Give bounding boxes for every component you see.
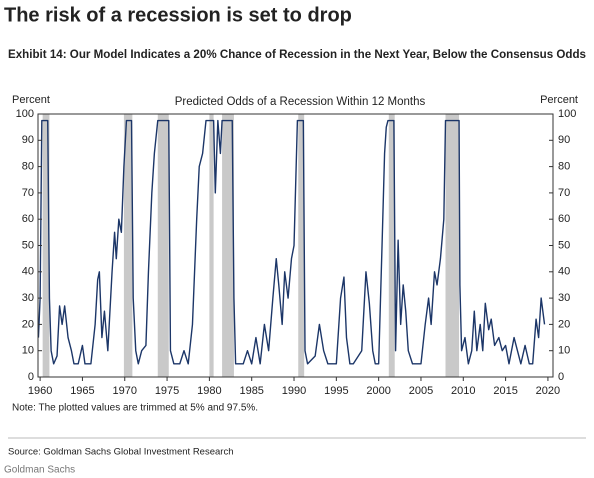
- y-tick-label: 70: [22, 187, 34, 199]
- recession-band: [123, 114, 133, 377]
- x-tick-label: 2010: [451, 385, 475, 397]
- recession-band: [388, 114, 395, 377]
- x-tick-label: 1975: [155, 385, 179, 397]
- y2-tick-label: 20: [558, 318, 570, 330]
- y2-tick-label: 10: [558, 345, 570, 357]
- x-tick-label: 1960: [28, 385, 52, 397]
- y-tick-label: 90: [22, 134, 34, 146]
- y2-tick-label: 60: [558, 213, 570, 225]
- recession-band: [222, 114, 234, 377]
- x-tick-label: 2015: [493, 385, 517, 397]
- y2-tick-label: 80: [558, 161, 570, 173]
- y2-tick-label: 90: [558, 134, 570, 146]
- y2-tick-label: 40: [558, 266, 570, 278]
- x-tick-label: 2000: [366, 385, 390, 397]
- x-tick-label: 1965: [70, 385, 94, 397]
- y-tick-label: 30: [22, 292, 34, 304]
- y2-axis-label: Percent: [540, 94, 578, 106]
- x-tick-label: 1985: [239, 385, 263, 397]
- x-tick-label: 1970: [113, 385, 137, 397]
- y-tick-label: 0: [28, 371, 34, 383]
- x-tick-label: 2005: [409, 385, 433, 397]
- recession-band: [42, 114, 50, 377]
- y-tick-label: 60: [22, 213, 34, 225]
- x-tick-label: 1990: [282, 385, 306, 397]
- y-tick-label: 50: [22, 239, 34, 251]
- chart-title: Exhibit 14: Our Model Indicates a 20% Ch…: [8, 49, 586, 61]
- y-tick-label: 40: [22, 266, 34, 278]
- series-line: [37, 119, 546, 365]
- recession-band: [209, 114, 214, 377]
- y-axis-label: Percent: [12, 94, 50, 106]
- recession-band: [298, 114, 305, 377]
- series-label: Predicted Odds of a Recession Within 12 …: [175, 96, 426, 108]
- x-tick-label: 2020: [536, 385, 560, 397]
- x-tick-label: 1980: [197, 385, 221, 397]
- footer: Goldman Sachs: [4, 465, 75, 476]
- y-tick-label: 80: [22, 161, 34, 173]
- page-title: The risk of a recession is set to drop: [4, 4, 352, 26]
- y2-tick-label: 70: [558, 187, 570, 199]
- note: Note: The plotted values are trimmed at …: [12, 403, 258, 414]
- source: Source: Goldman Sachs Global Investment …: [8, 447, 233, 458]
- y2-tick-label: 0: [558, 371, 564, 383]
- x-tick-label: 1995: [324, 385, 348, 397]
- y-tick-label: 100: [16, 108, 34, 120]
- y2-tick-label: 100: [558, 108, 576, 120]
- recession-band: [445, 114, 460, 377]
- recession-band: [157, 114, 169, 377]
- y-tick-label: 10: [22, 345, 34, 357]
- y2-tick-label: 50: [558, 239, 570, 251]
- y2-tick-label: 30: [558, 292, 570, 304]
- y-tick-label: 20: [22, 318, 34, 330]
